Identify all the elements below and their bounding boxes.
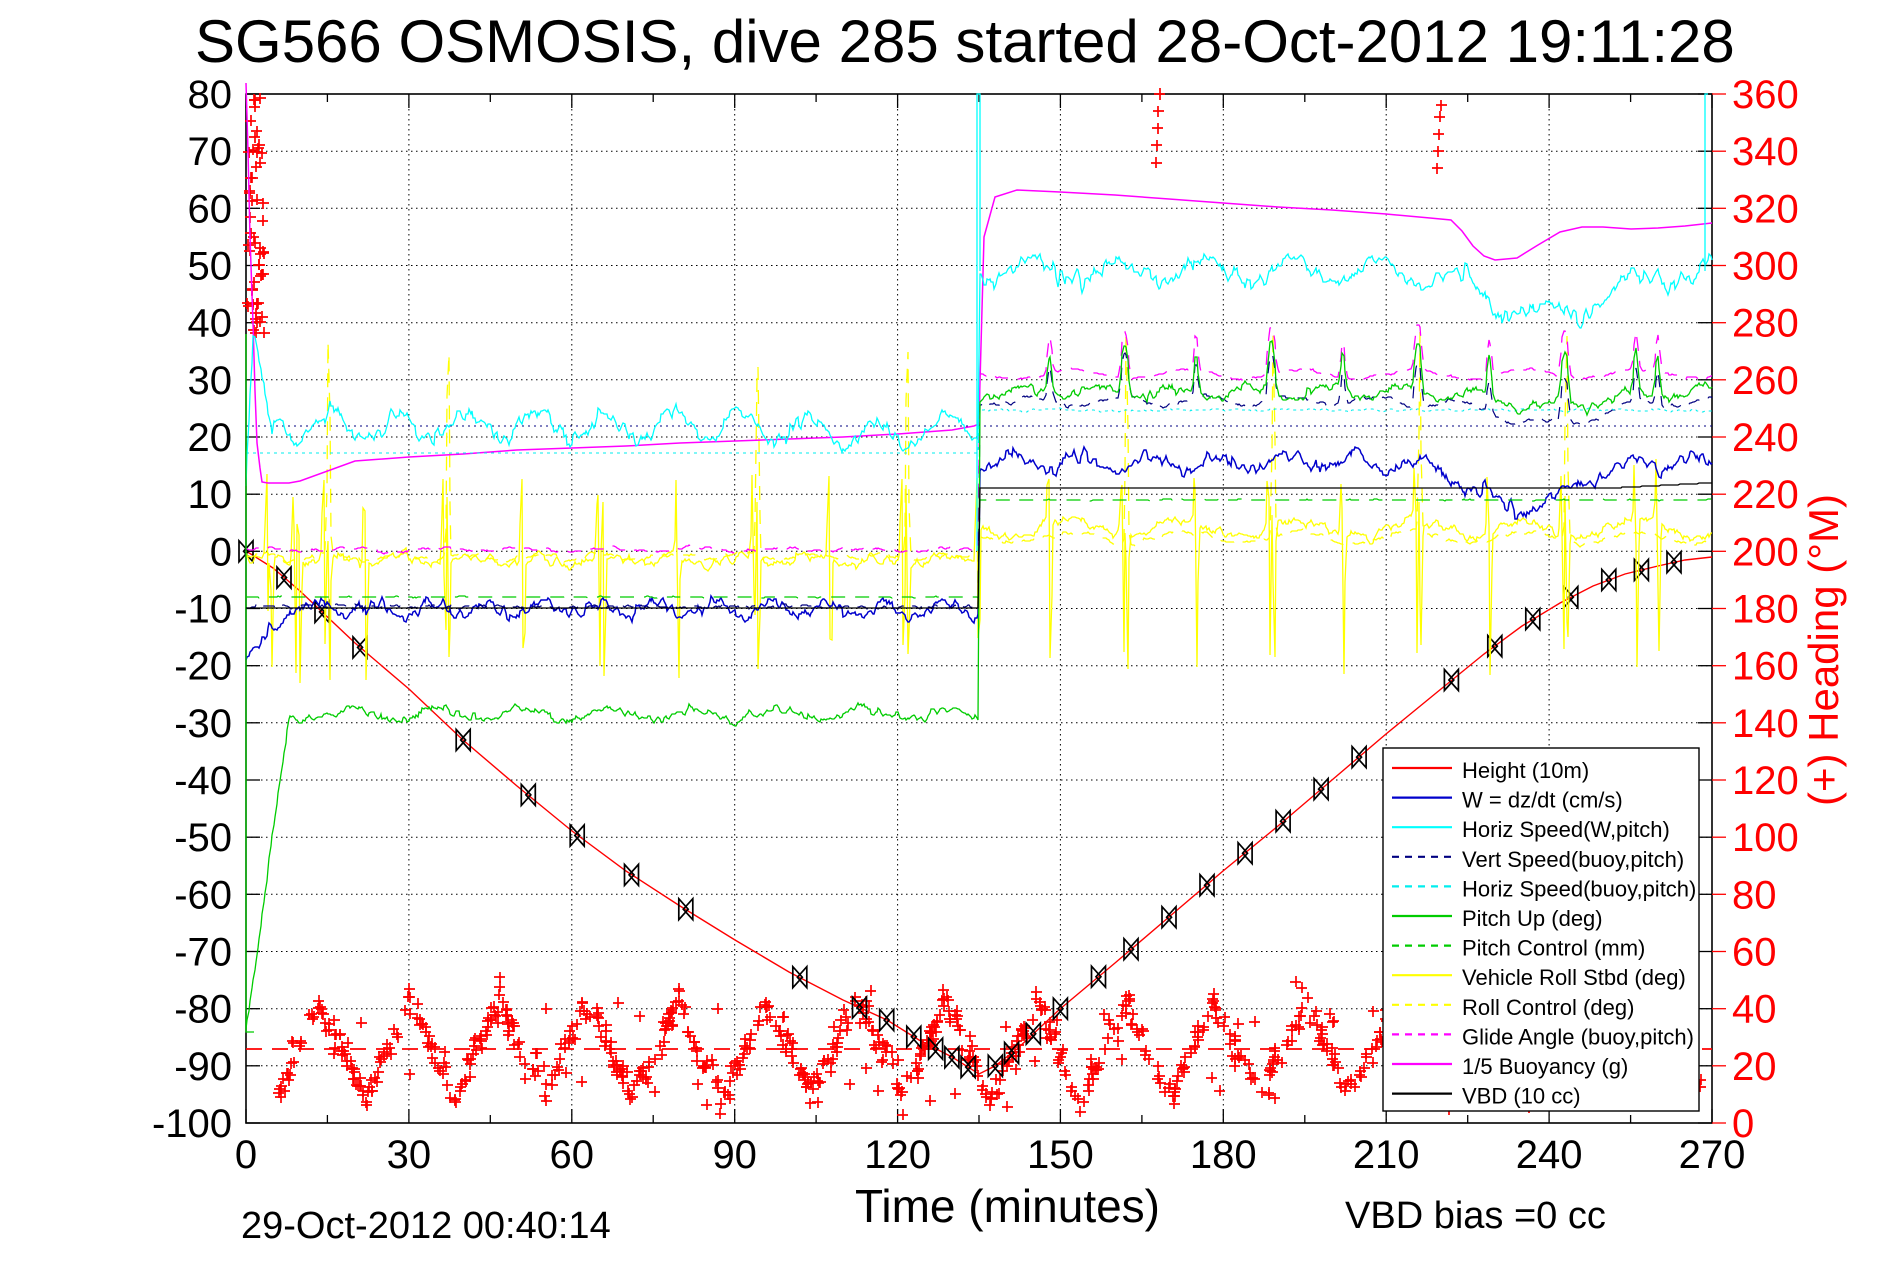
svg-text:-50: -50: [174, 816, 232, 860]
svg-text:Pitch Up (deg): Pitch Up (deg): [1462, 906, 1603, 931]
svg-text:80: 80: [1732, 873, 1777, 917]
svg-text:Vert Speed(buoy,pitch): Vert Speed(buoy,pitch): [1462, 847, 1684, 872]
svg-text:-20: -20: [174, 645, 232, 689]
svg-text:180: 180: [1732, 588, 1799, 632]
svg-text:Time (minutes): Time (minutes): [855, 1180, 1160, 1232]
svg-text:120: 120: [864, 1133, 931, 1177]
svg-text:VBD (10 cc): VBD (10 cc): [1462, 1084, 1581, 1109]
svg-text:-100: -100: [152, 1102, 232, 1146]
svg-text:300: 300: [1732, 245, 1799, 289]
svg-text:200: 200: [1732, 530, 1799, 574]
svg-text:40: 40: [1732, 988, 1777, 1032]
svg-text:0: 0: [235, 1133, 257, 1177]
svg-text:Pitch Control (mm): Pitch Control (mm): [1462, 936, 1645, 961]
svg-text:60: 60: [550, 1133, 595, 1177]
svg-text:-70: -70: [174, 931, 232, 975]
svg-text:360: 360: [1732, 73, 1799, 117]
svg-text:50: 50: [188, 245, 233, 289]
svg-text:Glide Angle (buoy,pitch): Glide Angle (buoy,pitch): [1462, 1024, 1694, 1049]
svg-text:280: 280: [1732, 302, 1799, 346]
svg-text:-30: -30: [174, 702, 232, 746]
svg-text:-10: -10: [174, 588, 232, 632]
svg-text:20: 20: [1732, 1045, 1777, 1089]
svg-text:320: 320: [1732, 187, 1799, 231]
svg-text:80: 80: [188, 73, 233, 117]
svg-text:150: 150: [1027, 1133, 1094, 1177]
svg-text:220: 220: [1732, 473, 1799, 517]
svg-text:(+) Heading (°M): (+) Heading (°M): [1800, 494, 1847, 806]
svg-text:W = dz/dt (cm/s): W = dz/dt (cm/s): [1462, 788, 1623, 813]
svg-text:10: 10: [188, 473, 233, 517]
svg-text:340: 340: [1732, 130, 1799, 174]
svg-text:160: 160: [1732, 645, 1799, 689]
svg-text:180: 180: [1190, 1133, 1257, 1177]
svg-text:1/5 Buoyancy (g): 1/5 Buoyancy (g): [1462, 1054, 1628, 1079]
svg-text:-40: -40: [174, 759, 232, 803]
svg-text:240: 240: [1516, 1133, 1583, 1177]
svg-text:90: 90: [712, 1133, 757, 1177]
svg-text:-90: -90: [174, 1045, 232, 1089]
svg-text:210: 210: [1353, 1133, 1420, 1177]
svg-text:Horiz Speed(W,pitch): Horiz Speed(W,pitch): [1462, 817, 1670, 842]
svg-text:VBD bias =0 cc: VBD bias =0 cc: [1345, 1195, 1606, 1237]
svg-text:29-Oct-2012 00:40:14: 29-Oct-2012 00:40:14: [241, 1205, 611, 1247]
svg-text:260: 260: [1732, 359, 1799, 403]
svg-text:SG566 OSMOSIS, dive 285 starte: SG566 OSMOSIS, dive 285 started 28-Oct-2…: [195, 8, 1735, 75]
svg-text:60: 60: [188, 187, 233, 231]
svg-text:60: 60: [1732, 931, 1777, 975]
svg-text:-80: -80: [174, 988, 232, 1032]
svg-text:Height (10m): Height (10m): [1462, 758, 1589, 783]
svg-text:Roll Control (deg): Roll Control (deg): [1462, 995, 1634, 1020]
svg-text:270: 270: [1679, 1133, 1746, 1177]
svg-text:240: 240: [1732, 416, 1799, 460]
svg-text:100: 100: [1732, 816, 1799, 860]
svg-text:0: 0: [210, 530, 232, 574]
svg-text:40: 40: [188, 302, 233, 346]
svg-text:30: 30: [188, 359, 233, 403]
svg-text:-60: -60: [174, 873, 232, 917]
svg-text:Horiz Speed(buoy,pitch): Horiz Speed(buoy,pitch): [1462, 876, 1696, 901]
svg-text:Vehicle Roll Stbd (deg): Vehicle Roll Stbd (deg): [1462, 965, 1686, 990]
svg-text:30: 30: [387, 1133, 432, 1177]
svg-text:140: 140: [1732, 702, 1799, 746]
svg-text:120: 120: [1732, 759, 1799, 803]
svg-text:70: 70: [188, 130, 233, 174]
svg-text:20: 20: [188, 416, 233, 460]
